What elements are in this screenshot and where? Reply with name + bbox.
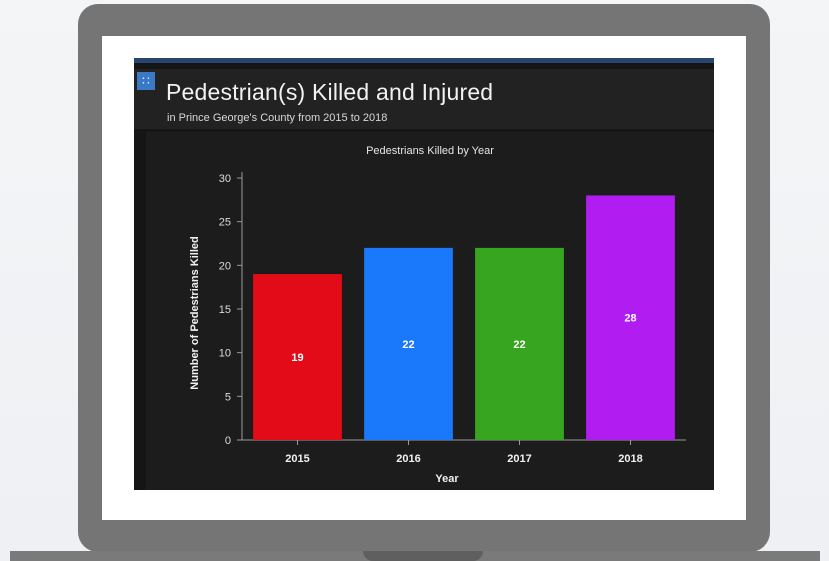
dashboard-panel: ∷ Pedestrian(s) Killed and Injured in Pr… bbox=[134, 58, 714, 490]
x-tick-label: 2015 bbox=[285, 453, 309, 465]
bar-2016 bbox=[364, 247, 453, 440]
y-tick-label: 20 bbox=[219, 260, 231, 272]
panel-header: ∷ Pedestrian(s) Killed and Injured in Pr… bbox=[134, 69, 714, 129]
y-tick-label: 0 bbox=[225, 435, 231, 447]
bar-2018 bbox=[586, 195, 675, 440]
x-axis-label: Year bbox=[435, 473, 459, 485]
grid-icon[interactable]: ∷ bbox=[137, 72, 155, 90]
panel-subtitle: in Prince George's County from 2015 to 2… bbox=[167, 112, 388, 124]
y-tick-label: 5 bbox=[225, 391, 231, 403]
bar-2015 bbox=[253, 274, 342, 440]
bar-value-label: 28 bbox=[624, 313, 636, 325]
y-tick-label: 15 bbox=[219, 304, 231, 316]
bar-chart: Pedestrians Killed by Year Number of Ped… bbox=[189, 145, 686, 485]
chart-title: Pedestrians Killed by Year bbox=[366, 145, 494, 157]
x-tick-label: 2018 bbox=[618, 453, 642, 465]
bar-value-label: 19 bbox=[291, 352, 303, 364]
x-tick-label: 2016 bbox=[396, 453, 420, 465]
laptop-notch bbox=[363, 551, 483, 561]
y-tick-label: 30 bbox=[219, 173, 231, 185]
panel-title: Pedestrian(s) Killed and Injured bbox=[166, 79, 494, 105]
x-tick-label: 2017 bbox=[507, 453, 531, 465]
top-accent-bar bbox=[134, 58, 714, 63]
bar-value-label: 22 bbox=[513, 339, 525, 351]
bar-2017 bbox=[475, 247, 564, 440]
chart-area: Pedestrians Killed by Year Number of Ped… bbox=[146, 132, 714, 490]
y-tick-label: 10 bbox=[219, 348, 231, 360]
bar-value-label: 22 bbox=[402, 339, 414, 351]
y-tick-label: 25 bbox=[219, 217, 231, 229]
y-axis-label: Number of Pedestrians Killed bbox=[189, 236, 201, 389]
